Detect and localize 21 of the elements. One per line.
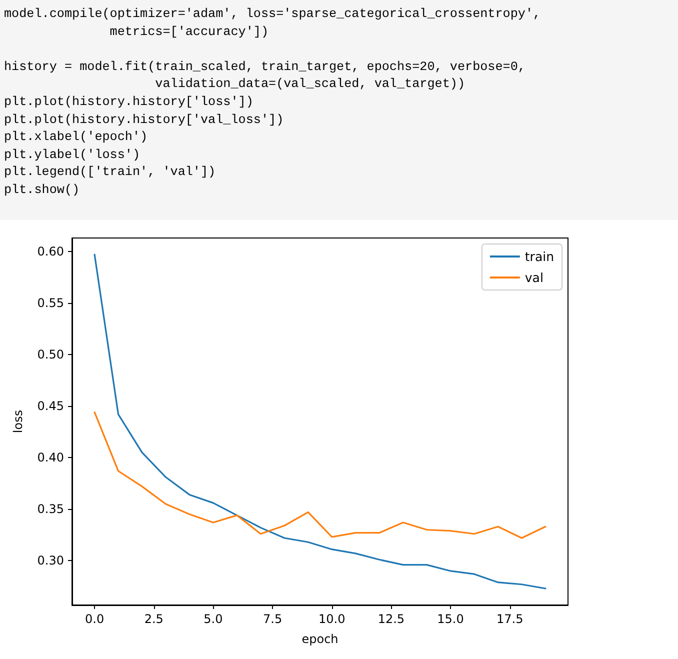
x-tick-label: 5.0 <box>204 612 223 626</box>
x-tick-label: 0.0 <box>85 612 104 626</box>
x-tick-label: 17.5 <box>496 612 524 626</box>
text: model.compile(optimizer='adam', loss='sparse_categorical_crossentropy', metrics=['accuracy']) history = model.fit(train_scaled, train_target, epochs=20, verbose=0, validation_data=(val_scaled, val_target)) plt.plot(history.history['loss']) plt.plot(history.history['val_loss']) plt.xlabel('epoch') plt.ylabel('loss') plt.legend(['train', 'val']) plt.show() <box>4 7 541 197</box>
y-tick-label: 0.45 <box>37 399 64 414</box>
y-tick-label: 0.50 <box>37 347 64 362</box>
legend-label: val <box>524 270 544 285</box>
x-tick-label: 10.0 <box>318 612 346 626</box>
x-tick-label: 15.0 <box>437 612 464 626</box>
y-tick-label: 0.35 <box>37 502 64 516</box>
y-tick-label: 0.55 <box>37 296 64 310</box>
x-tick-label: 2.5 <box>144 612 164 626</box>
x-tick-label: 12.5 <box>378 612 405 626</box>
y-tick-label: 0.40 <box>37 450 64 465</box>
line-series <box>94 411 546 539</box>
legend-label: train <box>524 249 554 264</box>
y-tick-label: 0.30 <box>37 554 64 568</box>
y-axis-title: loss <box>11 410 25 434</box>
y-tick-label: 0.60 <box>37 244 64 258</box>
x-axis-title: epoch <box>302 632 338 646</box>
x-tick-label: 7.5 <box>262 612 282 626</box>
